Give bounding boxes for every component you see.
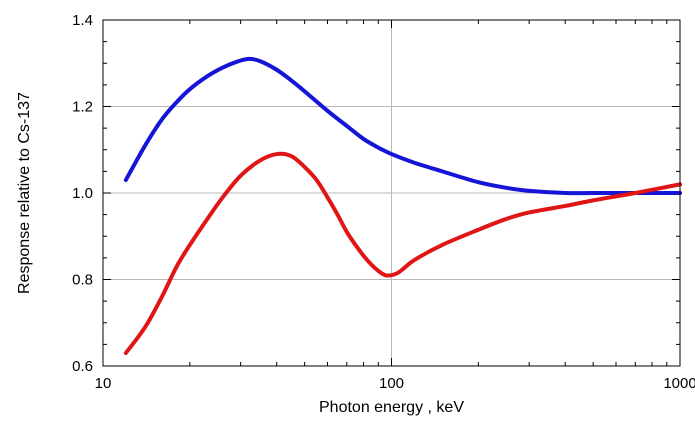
x-axis-label: Photon energy , keV [319, 399, 464, 416]
plot-frame [102, 19, 681, 367]
series-line-1 [123, 56, 682, 196]
y-tick-label: 1.0 [72, 185, 93, 202]
y-tick-label: 0.6 [72, 358, 93, 375]
series-line-2 [123, 151, 682, 356]
tick-labels: 10 100 1000 0.6 0.8 1.0 1.2 1.4 [72, 12, 695, 392]
y-axis-label: Response relative to Cs-137 [16, 92, 33, 294]
x-tick-label: 100 [379, 375, 404, 392]
x-tick-label: 1000 [663, 375, 695, 392]
series-group [123, 56, 682, 356]
grid [103, 20, 680, 366]
y-tick-label: 1.2 [72, 99, 93, 116]
y-tick-label: 1.4 [72, 12, 93, 29]
y-tick-label: 0.8 [72, 272, 93, 289]
x-tick-label: 10 [95, 375, 112, 392]
